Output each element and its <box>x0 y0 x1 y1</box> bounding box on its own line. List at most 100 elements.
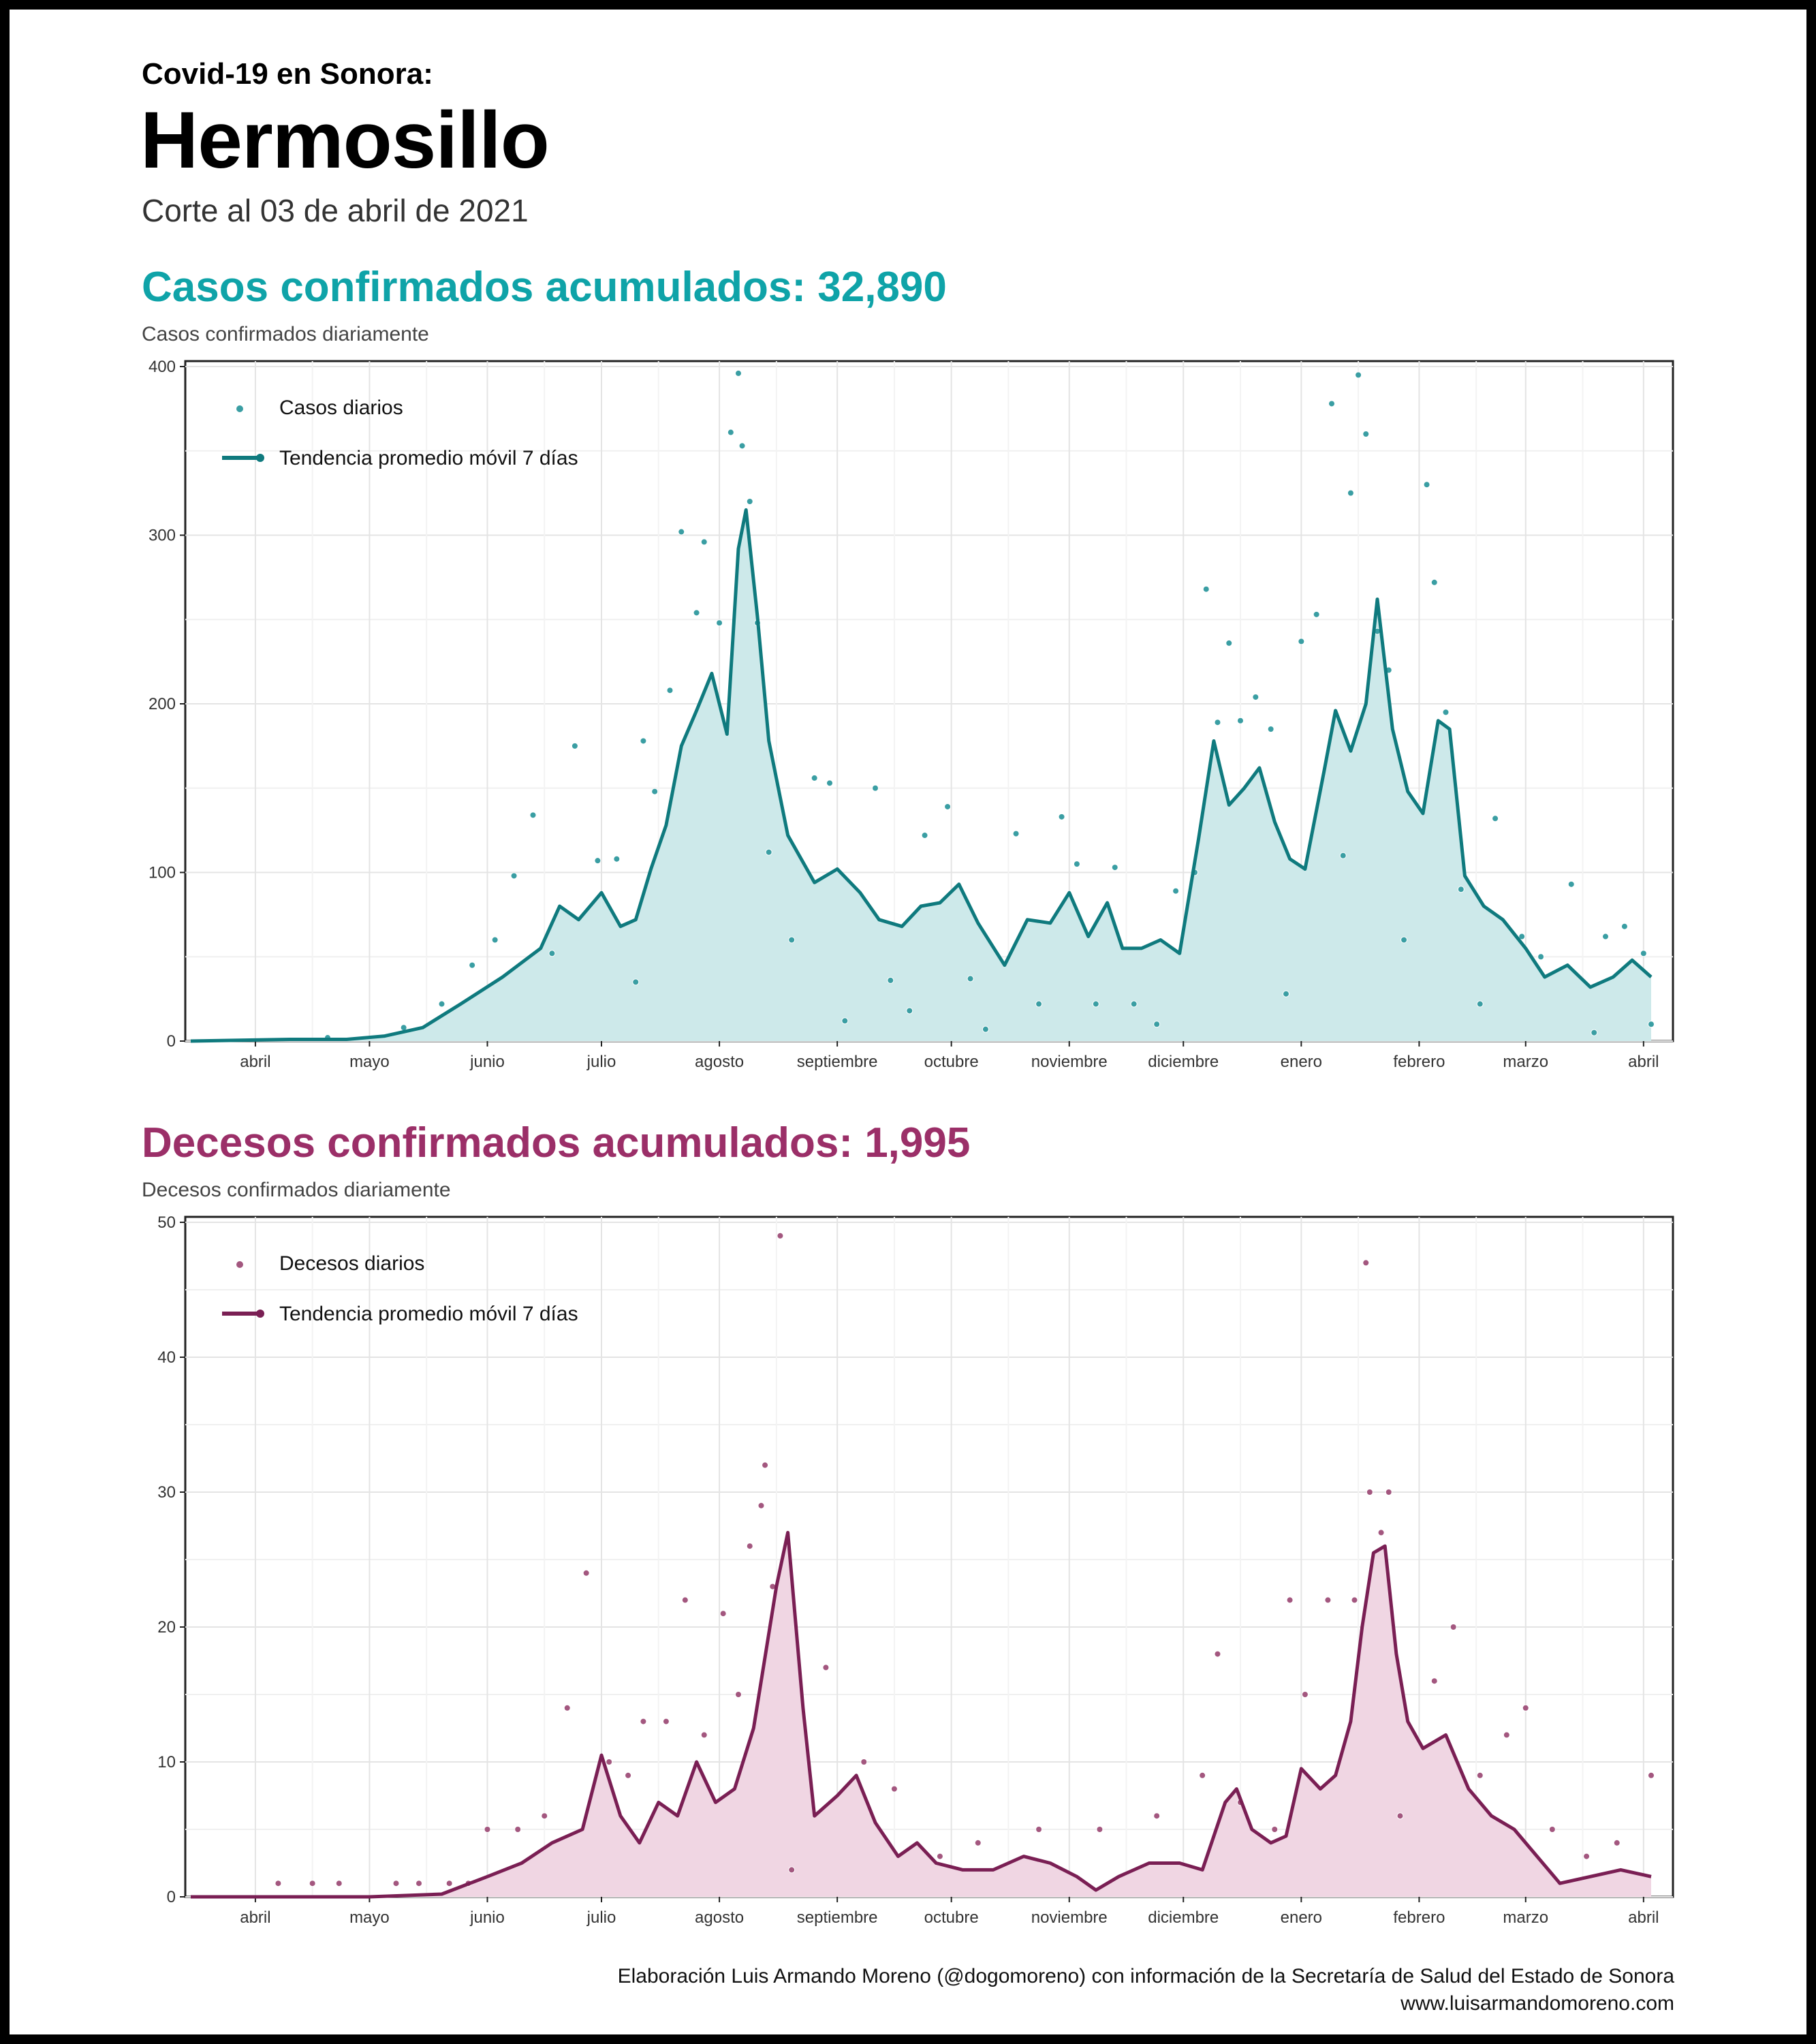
page-title: Hermosillo <box>140 95 550 185</box>
deaths-daily-point <box>1035 1826 1043 1833</box>
deaths-daily-point <box>1199 1771 1206 1779</box>
cases-daily-point <box>1518 933 1526 940</box>
deaths-daily-point <box>735 1691 742 1698</box>
deaths-daily-point <box>1362 1259 1370 1267</box>
cases-daily-point <box>651 788 659 795</box>
deaths-daily-point <box>1450 1624 1457 1630</box>
cases-legend-points-label: Casos diarios <box>279 397 403 419</box>
deaths-daily-point <box>1522 1704 1529 1712</box>
deaths-daily-point <box>541 1812 548 1820</box>
cases-daily-point <box>666 687 674 694</box>
deaths-x-tick-label: diciembre <box>1148 1908 1219 1927</box>
cases-daily-point <box>765 848 772 856</box>
cases-daily-point <box>613 855 621 863</box>
cases-x-tick-label: septiembre <box>797 1053 878 1071</box>
deaths-daily-point <box>1476 1771 1484 1779</box>
deaths-legend-line-label: Tendencia promedio móvil 7 días <box>279 1303 578 1325</box>
cases-daily-point <box>944 803 952 810</box>
cases-daily-point <box>1362 431 1370 437</box>
cases-daily-point <box>1328 400 1335 407</box>
deaths-y-tick-label: 40 <box>157 1348 176 1367</box>
deaths-daily-point <box>582 1569 590 1577</box>
deaths-daily-point <box>335 1880 343 1887</box>
cases-daily-point <box>1058 813 1065 820</box>
deaths-daily-point <box>662 1718 670 1725</box>
cases-daily-point <box>1130 1000 1138 1008</box>
cases-legend-line-label: Tendencia promedio móvil 7 días <box>279 447 578 469</box>
cases-daily-point <box>1621 923 1628 930</box>
deaths-daily-point <box>640 1718 647 1725</box>
cases-daily-point <box>811 774 818 781</box>
cases-daily-point <box>1602 933 1609 940</box>
deaths-daily-point <box>445 1880 453 1887</box>
cases-daily-point <box>1225 639 1233 647</box>
deaths-daily-point <box>392 1880 400 1887</box>
deaths-x-tick-label: noviembre <box>1031 1908 1108 1927</box>
cases-daily-point <box>1423 481 1430 489</box>
deaths-daily-point <box>1377 1529 1385 1536</box>
deaths-daily-point <box>1613 1839 1621 1846</box>
cases-daily-point <box>906 1007 913 1015</box>
deaths-x-tick-label: junio <box>469 1908 505 1927</box>
deaths-daily-point <box>936 1853 943 1860</box>
deaths-x-tick-label: octubre <box>924 1908 979 1927</box>
cases-daily-point <box>872 784 879 792</box>
cases-daily-point <box>1442 709 1450 716</box>
deaths-daily-point <box>416 1880 422 1887</box>
cases-daily-point <box>1591 1029 1598 1036</box>
cases-daily-point <box>982 1025 989 1033</box>
deaths-x-tick-label: abril <box>240 1908 270 1927</box>
cases-daily-point <box>640 737 647 745</box>
cases-x-tick-label: abril <box>240 1053 270 1071</box>
cases-daily-point <box>1567 880 1575 888</box>
cases-daily-point <box>594 857 601 865</box>
cases-chart: 0 100 200 300 400 abril mayo junio julio agosto se… <box>148 358 1674 1071</box>
cases-daily-point <box>967 975 974 982</box>
cases-y-tick-label: 300 <box>148 527 176 545</box>
cases-x-tick-label: noviembre <box>1031 1053 1108 1071</box>
cases-x-tick-label: diciembre <box>1148 1053 1219 1071</box>
cases-daily-point <box>1640 950 1647 957</box>
deaths-daily-point <box>757 1502 765 1509</box>
cases-daily-point <box>1339 852 1347 859</box>
cases-daily-point <box>571 742 578 749</box>
deaths-daily-point <box>1366 1489 1373 1496</box>
cases-x-tick-label: octubre <box>924 1053 979 1071</box>
deaths-daily-point <box>1503 1731 1510 1739</box>
deaths-daily-point <box>860 1759 868 1765</box>
deaths-daily-point <box>1286 1596 1294 1604</box>
deaths-daily-point <box>746 1543 753 1550</box>
cases-daily-point <box>438 1000 445 1008</box>
deaths-daily-point <box>1548 1826 1556 1833</box>
cases-x-tick-label: febrero <box>1393 1053 1445 1071</box>
cases-daily-point <box>1035 1000 1043 1008</box>
cases-daily-point <box>1172 887 1180 895</box>
cases-daily-point <box>1313 610 1320 618</box>
cases-daily-point <box>1476 1000 1484 1008</box>
deaths-y-tick-label: 30 <box>157 1483 176 1502</box>
cases-daily-point <box>632 978 640 986</box>
deaths-legend-point-key <box>236 1261 243 1268</box>
cases-daily-point <box>1355 371 1362 379</box>
deaths-daily-point <box>275 1880 282 1887</box>
cases-daily-point <box>529 811 537 819</box>
cases-daily-point <box>469 961 476 969</box>
deaths-daily-point <box>1096 1826 1103 1833</box>
cases-daily-point <box>1252 694 1259 701</box>
deaths-daily-point <box>1430 1677 1438 1685</box>
cases-daily-point <box>1237 717 1244 724</box>
cases-trend-area <box>191 510 1651 1041</box>
deaths-daily-point <box>777 1232 784 1239</box>
cases-daily-point <box>826 779 833 787</box>
cases-daily-point <box>1492 815 1499 822</box>
deaths-chart: 0 10 20 30 40 50 abril mayo junio julio agosto sept… <box>157 1213 1674 1927</box>
cases-daily-point <box>1457 886 1465 893</box>
deaths-daily-point <box>822 1664 830 1671</box>
cases-y-tick-label: 0 <box>167 1032 176 1051</box>
deaths-legend-points-label: Decesos diarios <box>279 1252 424 1275</box>
cases-x-tick-label: junio <box>469 1053 505 1071</box>
deaths-daily-point <box>1396 1812 1404 1820</box>
cutoff-date: Corte al 03 de abril de 2021 <box>142 193 529 228</box>
